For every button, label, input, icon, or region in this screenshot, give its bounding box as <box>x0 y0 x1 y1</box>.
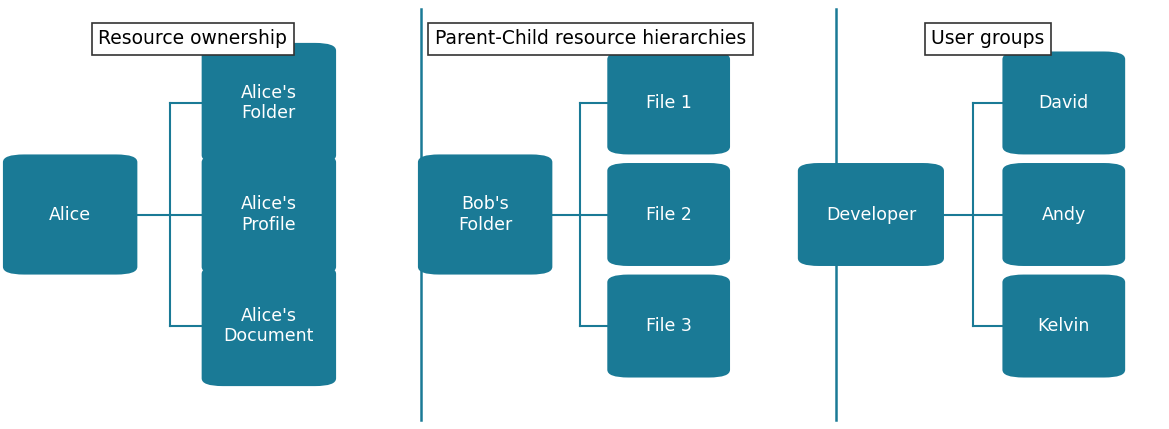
Text: Alice's
Profile: Alice's Profile <box>241 195 297 234</box>
Text: Kelvin: Kelvin <box>1038 317 1090 335</box>
Text: File 2: File 2 <box>645 205 692 224</box>
FancyBboxPatch shape <box>201 266 337 386</box>
FancyBboxPatch shape <box>797 163 943 266</box>
FancyBboxPatch shape <box>608 163 729 266</box>
FancyBboxPatch shape <box>1002 275 1125 378</box>
Text: File 3: File 3 <box>645 317 692 335</box>
FancyBboxPatch shape <box>417 154 552 275</box>
Text: Andy: Andy <box>1042 205 1086 224</box>
FancyBboxPatch shape <box>201 154 337 275</box>
FancyBboxPatch shape <box>1002 163 1125 266</box>
Text: Alice: Alice <box>49 205 91 224</box>
Text: User groups: User groups <box>932 29 1044 48</box>
Text: David: David <box>1039 94 1088 112</box>
Text: Alice's
Folder: Alice's Folder <box>241 84 297 122</box>
Text: Developer: Developer <box>825 205 916 224</box>
Text: Resource ownership: Resource ownership <box>98 29 288 48</box>
FancyBboxPatch shape <box>608 275 729 378</box>
Text: File 1: File 1 <box>645 94 692 112</box>
FancyBboxPatch shape <box>1002 51 1125 154</box>
Text: Alice's
Document: Alice's Document <box>223 307 314 345</box>
Text: Parent-Child resource hierarchies: Parent-Child resource hierarchies <box>435 29 746 48</box>
FancyBboxPatch shape <box>608 51 729 154</box>
FancyBboxPatch shape <box>201 43 337 163</box>
Text: Bob's
Folder: Bob's Folder <box>458 195 512 234</box>
FancyBboxPatch shape <box>2 154 137 275</box>
